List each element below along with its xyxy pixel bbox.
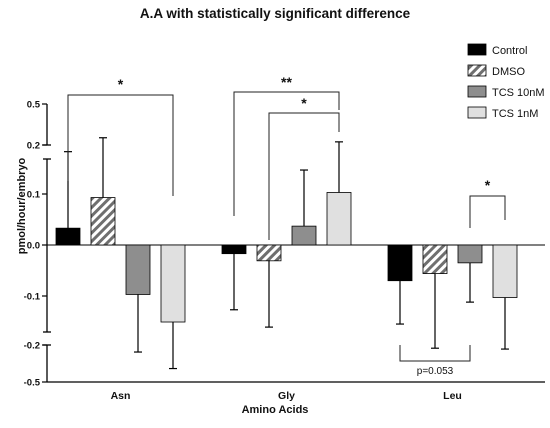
significance-label: * (118, 76, 124, 92)
legend-swatch-dmso (467, 64, 487, 77)
significance-label: * (485, 177, 491, 193)
significance-bracket (268, 112, 340, 240)
legend-label-dmso: DMSO (492, 66, 525, 78)
chart-title: A.A with statistically significant diffe… (139, 6, 411, 21)
legend-swatch-tcs-1nm (467, 106, 487, 119)
x-tick-label: Leu (443, 390, 462, 402)
bar-dmso-gly (256, 244, 282, 262)
bar-dmso-asn (90, 197, 116, 246)
legend-swatch-tcs-10nm (467, 85, 487, 98)
significance-bracket (67, 94, 174, 196)
y-tick-label: -0.2 (24, 341, 40, 352)
bar-dmso-leu (422, 244, 448, 274)
y-axis-label: pmol/hour/embryo (16, 157, 28, 255)
legend-swatch-control (467, 43, 487, 56)
x-tick-label: Gly (278, 390, 295, 402)
bar-tcs-1nm-asn (160, 244, 186, 323)
x-tick-label: Asn (111, 390, 131, 402)
bar-tcs-1nm-leu (492, 244, 518, 298)
significance-bracket (469, 195, 506, 228)
y-tick-label: -0.1 (24, 292, 41, 303)
bar-control-asn (55, 227, 81, 246)
significance-label: p=0.053 (417, 366, 454, 377)
bar-control-leu (387, 244, 413, 282)
significance-label: * (301, 95, 307, 111)
bar-control-gly (221, 244, 247, 255)
y-tick-label: 0.2 (27, 141, 40, 152)
significance-bracket (233, 91, 340, 216)
bar-tcs-10nm-gly (291, 225, 317, 246)
y-tick-label: 0.5 (27, 100, 41, 111)
bar-tcs-1nm-gly (326, 192, 352, 246)
y-tick-label: 0.1 (27, 190, 41, 201)
x-axis-label: Amino Acids (241, 404, 309, 416)
y-tick-label: 0.0 (27, 241, 40, 252)
legend-label-tcs-10nm: TCS 10nM (492, 87, 545, 99)
significance-bracket (399, 345, 471, 362)
bar-tcs-10nm-asn (125, 244, 151, 295)
legend-label-tcs-1nm: TCS 1nM (492, 108, 538, 120)
legend-label-control: Control (492, 45, 527, 57)
significance-label: ** (281, 74, 292, 90)
y-tick-label: -0.5 (24, 378, 41, 389)
bar-tcs-10nm-leu (457, 244, 483, 264)
